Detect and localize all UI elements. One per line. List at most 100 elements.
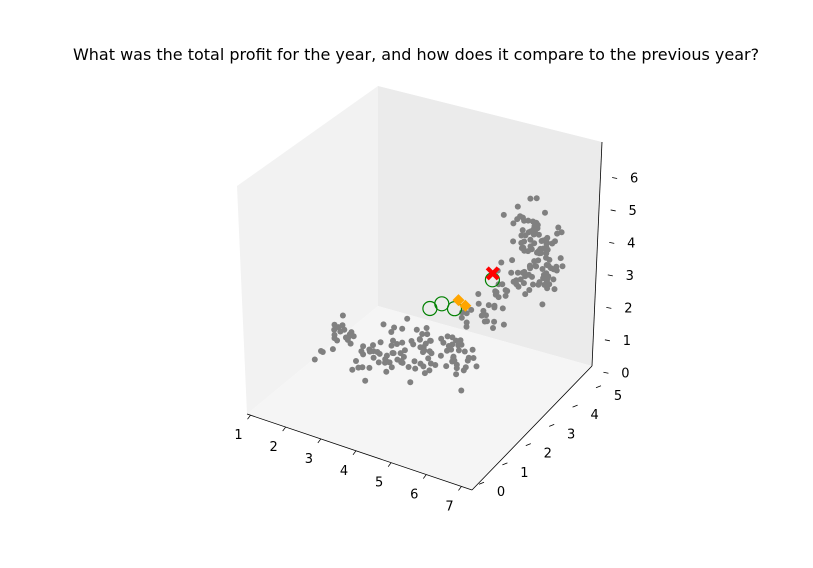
scatter-point (457, 337, 464, 344)
z-tick-label: 2 (624, 301, 632, 316)
scatter-point (518, 232, 525, 239)
scatter-point (462, 364, 469, 371)
scatter-point (485, 302, 492, 309)
x-tick-mark (247, 414, 251, 420)
scatter-point (362, 377, 369, 384)
scatter-point (405, 364, 412, 370)
scatter-point (490, 325, 496, 331)
scatter-point (526, 287, 533, 293)
scatter-point (498, 259, 505, 266)
z-tick-mark (609, 242, 615, 244)
scatter-point (424, 331, 431, 338)
scatter-point (417, 344, 424, 351)
scatter-point (437, 352, 444, 359)
scatter-point (404, 315, 411, 322)
scatter-point (375, 359, 382, 366)
scatter-point (359, 364, 366, 371)
scatter-point (394, 341, 400, 347)
scatter-point (478, 312, 485, 319)
scatter-point (331, 331, 338, 338)
scatter-point (519, 227, 526, 234)
x-axis-ticks: 1 2 3 4 5 6 7 (234, 414, 462, 514)
scatter-point (510, 220, 517, 227)
scatter-point (339, 322, 346, 329)
scatter-point (535, 257, 542, 264)
scatter-point (533, 195, 540, 202)
scatter-point (443, 363, 450, 370)
scatter-point (399, 359, 406, 366)
highlight-rings (422, 272, 500, 317)
scatter-point (517, 276, 524, 283)
scatter-point (360, 343, 367, 350)
scatter-point (527, 262, 533, 269)
x-tick-mark (422, 474, 427, 479)
y-tick-label: 3 (567, 427, 575, 442)
scatter-point (510, 278, 517, 285)
x-tick-label: 5 (375, 476, 383, 491)
scatter-point (388, 364, 395, 371)
scatter-point (550, 276, 557, 283)
scatter-point (380, 321, 387, 328)
y-tick-label: 5 (614, 389, 622, 404)
z-tick-mark (604, 339, 610, 342)
scatter-point (519, 269, 526, 276)
target-marker-group (485, 266, 500, 281)
y-tick-mark (525, 443, 531, 447)
scatter-point (525, 229, 532, 236)
scatter-point (527, 236, 534, 243)
scatter-point (500, 211, 507, 218)
scatter-point (550, 266, 557, 273)
scatter-point (555, 224, 562, 231)
scatter-point (449, 334, 456, 341)
scatter-point (453, 361, 460, 368)
scatter-point (401, 347, 408, 354)
scatter-point (554, 230, 561, 237)
scatter-point (413, 326, 420, 333)
x-tick-mark (352, 450, 357, 456)
z-tick-mark (607, 274, 613, 277)
scatter-point (539, 301, 546, 308)
scatter-point (453, 371, 460, 378)
y-tick-mark (478, 481, 485, 485)
z-tick-mark (603, 371, 609, 374)
y-tick-mark (572, 404, 578, 408)
scatter-point (543, 254, 549, 261)
scatter-point (545, 273, 552, 280)
scatter-point (318, 348, 324, 354)
scatter-point (331, 326, 338, 333)
scatter-point (417, 360, 424, 367)
scatter-point (407, 379, 414, 386)
scatter-point (334, 337, 341, 344)
scatter-point (445, 343, 452, 349)
scatter-point (500, 321, 507, 328)
scatter-point (545, 262, 552, 269)
scatter-point (411, 358, 418, 365)
scatter-point (311, 356, 318, 363)
x-tick-mark (458, 486, 462, 491)
scatter-point (423, 325, 430, 331)
scatter-point (525, 248, 531, 255)
scatter-point (370, 342, 376, 349)
diamond-marker (459, 299, 472, 312)
scatter-point (463, 319, 470, 326)
scatter-point (391, 324, 398, 331)
scatter-point (463, 310, 470, 317)
y-axis-line (471, 365, 593, 491)
scatter-point (544, 239, 550, 246)
scatter-point (537, 250, 544, 257)
scatter-point (353, 358, 359, 364)
scatter-point (376, 350, 383, 357)
scatter-point (499, 281, 506, 288)
scatter-point (530, 281, 536, 288)
scatter-point (399, 325, 406, 332)
x-tick-mark (317, 438, 322, 444)
scatter-point (499, 305, 506, 312)
scatter-point (339, 312, 346, 319)
scatter-point (366, 346, 373, 353)
scatter-point (463, 323, 470, 330)
scatter-point (470, 355, 477, 361)
chart-title: What was the total profit for the year, … (73, 45, 759, 64)
scatter-point (350, 333, 357, 340)
x-tick-label: 4 (340, 464, 348, 479)
y-tick-mark (502, 462, 508, 466)
